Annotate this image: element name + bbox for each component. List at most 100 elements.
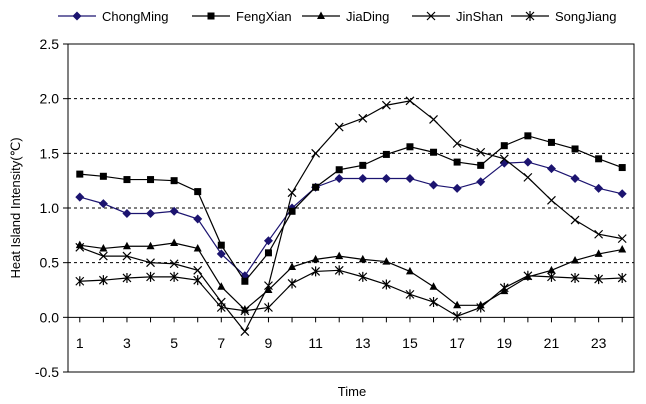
point-fengxian <box>359 161 367 169</box>
point-fengxian <box>618 164 626 172</box>
point-jinshan <box>287 188 297 198</box>
series-chongming <box>75 157 627 281</box>
point-chongming <box>570 173 580 183</box>
point-songjiang <box>523 270 533 281</box>
legend-label-chongming: ChongMing <box>102 9 169 24</box>
point-songjiang <box>405 289 415 300</box>
point-jinshan <box>122 251 132 261</box>
x-tick-label: 17 <box>449 335 465 351</box>
series-line-fengxian <box>79 135 623 283</box>
point-fengxian <box>217 241 225 249</box>
point-jinshan <box>193 265 203 275</box>
point-songjiang <box>594 274 604 285</box>
point-chongming <box>122 208 132 218</box>
point-songjiang <box>547 271 556 282</box>
point-chongming <box>546 164 556 174</box>
y-tick-label: 2.0 <box>40 91 60 107</box>
point-songjiang <box>169 271 179 282</box>
point-jinshan <box>476 147 486 157</box>
x-axis-title: Time <box>338 384 366 399</box>
point-jinshan <box>617 234 627 244</box>
x-tick-label: 11 <box>308 335 323 351</box>
point-chongming <box>476 177 486 187</box>
point-jiading <box>75 240 84 249</box>
legend: ChongMing FengXian JiaDing JinShan SongJiang <box>58 9 616 24</box>
point-fengxian <box>406 143 414 151</box>
point-jiading <box>264 285 273 293</box>
point-fengxian <box>500 142 508 150</box>
series-jinshan <box>75 96 627 336</box>
point-fengxian <box>312 183 320 191</box>
series-line-songjiang <box>79 269 623 317</box>
point-songjiang <box>216 302 226 313</box>
point-jinshan <box>452 139 462 148</box>
legend-marker-fengxian <box>207 12 215 20</box>
x-tick-label: 5 <box>170 335 178 351</box>
point-fengxian <box>524 132 532 140</box>
point-jinshan <box>570 215 580 225</box>
point-jinshan <box>169 259 179 269</box>
y-tick-label: 2.5 <box>40 36 60 52</box>
point-jinshan <box>311 148 321 158</box>
x-tick-label: 15 <box>402 335 418 351</box>
point-jiading <box>288 262 297 271</box>
y-axis-title: Heat Island Intensity(℃) <box>8 137 23 278</box>
point-songjiang <box>98 275 108 286</box>
y-tick-label: 0.0 <box>40 309 60 325</box>
point-jinshan <box>523 172 533 182</box>
point-chongming <box>98 199 108 209</box>
point-songjiang <box>240 305 250 316</box>
point-fengxian <box>595 155 603 163</box>
point-jiading <box>618 245 627 253</box>
point-chongming <box>75 192 85 202</box>
point-jinshan <box>146 258 155 268</box>
point-jiading <box>335 251 344 260</box>
point-songjiang <box>381 279 391 290</box>
point-chongming <box>216 249 226 259</box>
x-axis: 1 3 5 7 9 11 13 15 17 19 21 23 <box>76 317 623 351</box>
point-songjiang <box>476 302 486 313</box>
point-jinshan <box>499 154 509 164</box>
point-songjiang <box>334 265 344 276</box>
point-fengxian <box>430 148 438 156</box>
point-fengxian <box>76 170 84 178</box>
point-jinshan <box>429 115 438 124</box>
point-fengxian <box>194 188 202 196</box>
legend-item-jiading: JiaDing <box>302 9 389 24</box>
point-chongming <box>381 173 391 183</box>
legend-marker-chongming <box>72 11 82 21</box>
point-songjiang <box>429 297 438 308</box>
point-jiading <box>358 254 367 263</box>
point-chongming <box>405 173 415 183</box>
point-songjiang <box>193 275 203 286</box>
legend-label-jinshan: JinShan <box>456 9 503 24</box>
legend-item-songjiang: SongJiang <box>511 9 616 24</box>
point-jiading <box>594 249 603 257</box>
point-jiading <box>146 241 155 250</box>
point-chongming <box>358 173 368 183</box>
point-jiading <box>547 265 556 274</box>
point-chongming <box>523 157 533 167</box>
point-chongming <box>334 173 344 183</box>
point-jiading <box>217 282 226 290</box>
point-fengxian <box>477 161 485 169</box>
x-tick-label: 21 <box>544 335 560 351</box>
x-tick-label: 3 <box>123 335 131 351</box>
point-chongming <box>594 183 604 193</box>
point-chongming <box>146 208 156 218</box>
x-tick-label: 1 <box>76 335 84 351</box>
point-jinshan <box>264 281 273 291</box>
point-jiading <box>311 254 320 263</box>
point-fengxian <box>99 172 107 180</box>
point-jiading <box>405 266 414 275</box>
legend-item-jinshan: JinShan <box>412 9 503 24</box>
point-jinshan <box>98 251 108 261</box>
point-chongming <box>617 189 627 199</box>
point-jiading <box>122 241 131 250</box>
series-songjiang <box>75 265 627 322</box>
point-fengxian <box>382 150 390 158</box>
point-jiading <box>382 257 391 265</box>
point-fengxian <box>288 207 296 215</box>
series-layer <box>75 96 627 336</box>
